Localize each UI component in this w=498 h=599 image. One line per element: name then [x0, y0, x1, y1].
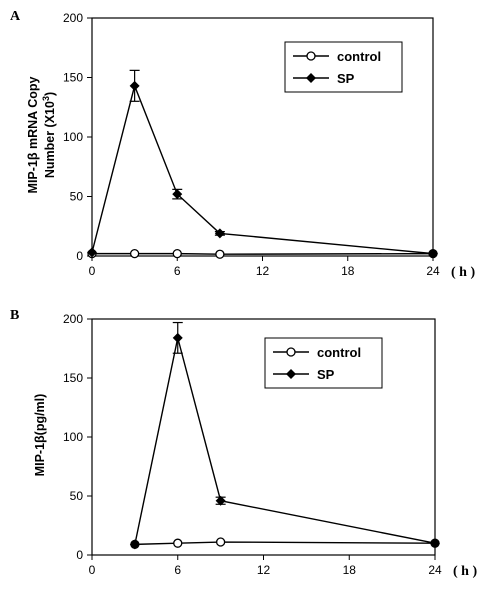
plot-frame [91, 318, 436, 556]
data-point [430, 538, 440, 549]
series-sp [129, 321, 440, 550]
series-line [91, 83, 434, 255]
legend-label: SP [337, 71, 355, 86]
data-point [129, 539, 140, 550]
y-tick-label: 0 [76, 548, 83, 562]
y-tick-label: 150 [63, 371, 83, 385]
x-tick-label: 18 [343, 563, 357, 577]
legend-marker [306, 51, 316, 61]
y-tick-label: 100 [63, 130, 83, 144]
y-tick-label: 150 [63, 71, 83, 85]
data-point [172, 332, 183, 343]
y-tick-label: 50 [70, 489, 84, 503]
x-axis-unit: ( h ) [453, 564, 477, 579]
y-axis-label: MIP-1β(pg/ml) [33, 394, 47, 477]
chart-panel-a: A 0 50 100 150 200 0 6 12 18 24 ( h ) MIP-1β mRNA Co… [10, 9, 475, 280]
series-line [92, 252, 434, 255]
x-tick-label: 12 [256, 264, 270, 278]
x-tick-label: 18 [341, 264, 355, 278]
legend: control SP [264, 337, 383, 389]
x-tick-label: 12 [257, 563, 271, 577]
y-tick-label: 100 [63, 430, 83, 444]
y-tick-label: 0 [76, 249, 83, 263]
y-tick-label: 200 [63, 312, 83, 326]
chart-panel-b: B 0 50 100 150 200 0 6 12 18 24 ( h ) MIP-1β(pg/ml) c… [10, 308, 477, 579]
data-point [172, 248, 182, 259]
x-tick-label: 0 [89, 563, 96, 577]
y-axis-label-part: Number (X10 [43, 101, 57, 178]
legend-label: control [337, 49, 381, 64]
x-tick-label: 24 [428, 563, 442, 577]
y-axis-label: MIP-1β mRNA Copy [26, 77, 40, 194]
data-point [215, 495, 226, 506]
y-tick-label: 50 [70, 190, 84, 204]
data-point [214, 228, 225, 239]
series-line [134, 541, 436, 546]
data-point [215, 537, 226, 547]
data-point [129, 80, 140, 91]
legend: control SP [284, 41, 403, 93]
data-point [172, 189, 183, 200]
y-tick-label: 200 [63, 11, 83, 25]
x-axis-unit: ( h ) [451, 265, 475, 280]
panel-label: A [10, 9, 21, 24]
y-axis-label-close: ) [43, 92, 57, 96]
x-tick-label: 24 [426, 264, 440, 278]
x-tick-label: 6 [174, 264, 181, 278]
series-control [130, 537, 440, 550]
data-point [87, 247, 97, 258]
data-point [215, 249, 225, 259]
legend-marker [286, 369, 296, 379]
legend-box [284, 41, 403, 93]
x-tick-label: 0 [89, 264, 96, 278]
x-tick-label: 6 [174, 563, 181, 577]
series-line [134, 337, 436, 545]
legend-box [264, 337, 383, 389]
legend-marker [286, 347, 296, 357]
y-axis-label-superscript: 3 [41, 96, 51, 101]
legend-marker [306, 73, 316, 83]
series-sp [87, 69, 438, 259]
data-point [129, 248, 140, 259]
legend-label: control [317, 345, 361, 360]
data-point [173, 538, 183, 548]
panel-label: B [10, 308, 19, 323]
y-axis-label-line2: Number (X103) [41, 92, 57, 178]
data-point [428, 248, 438, 259]
legend-label: SP [317, 367, 335, 382]
